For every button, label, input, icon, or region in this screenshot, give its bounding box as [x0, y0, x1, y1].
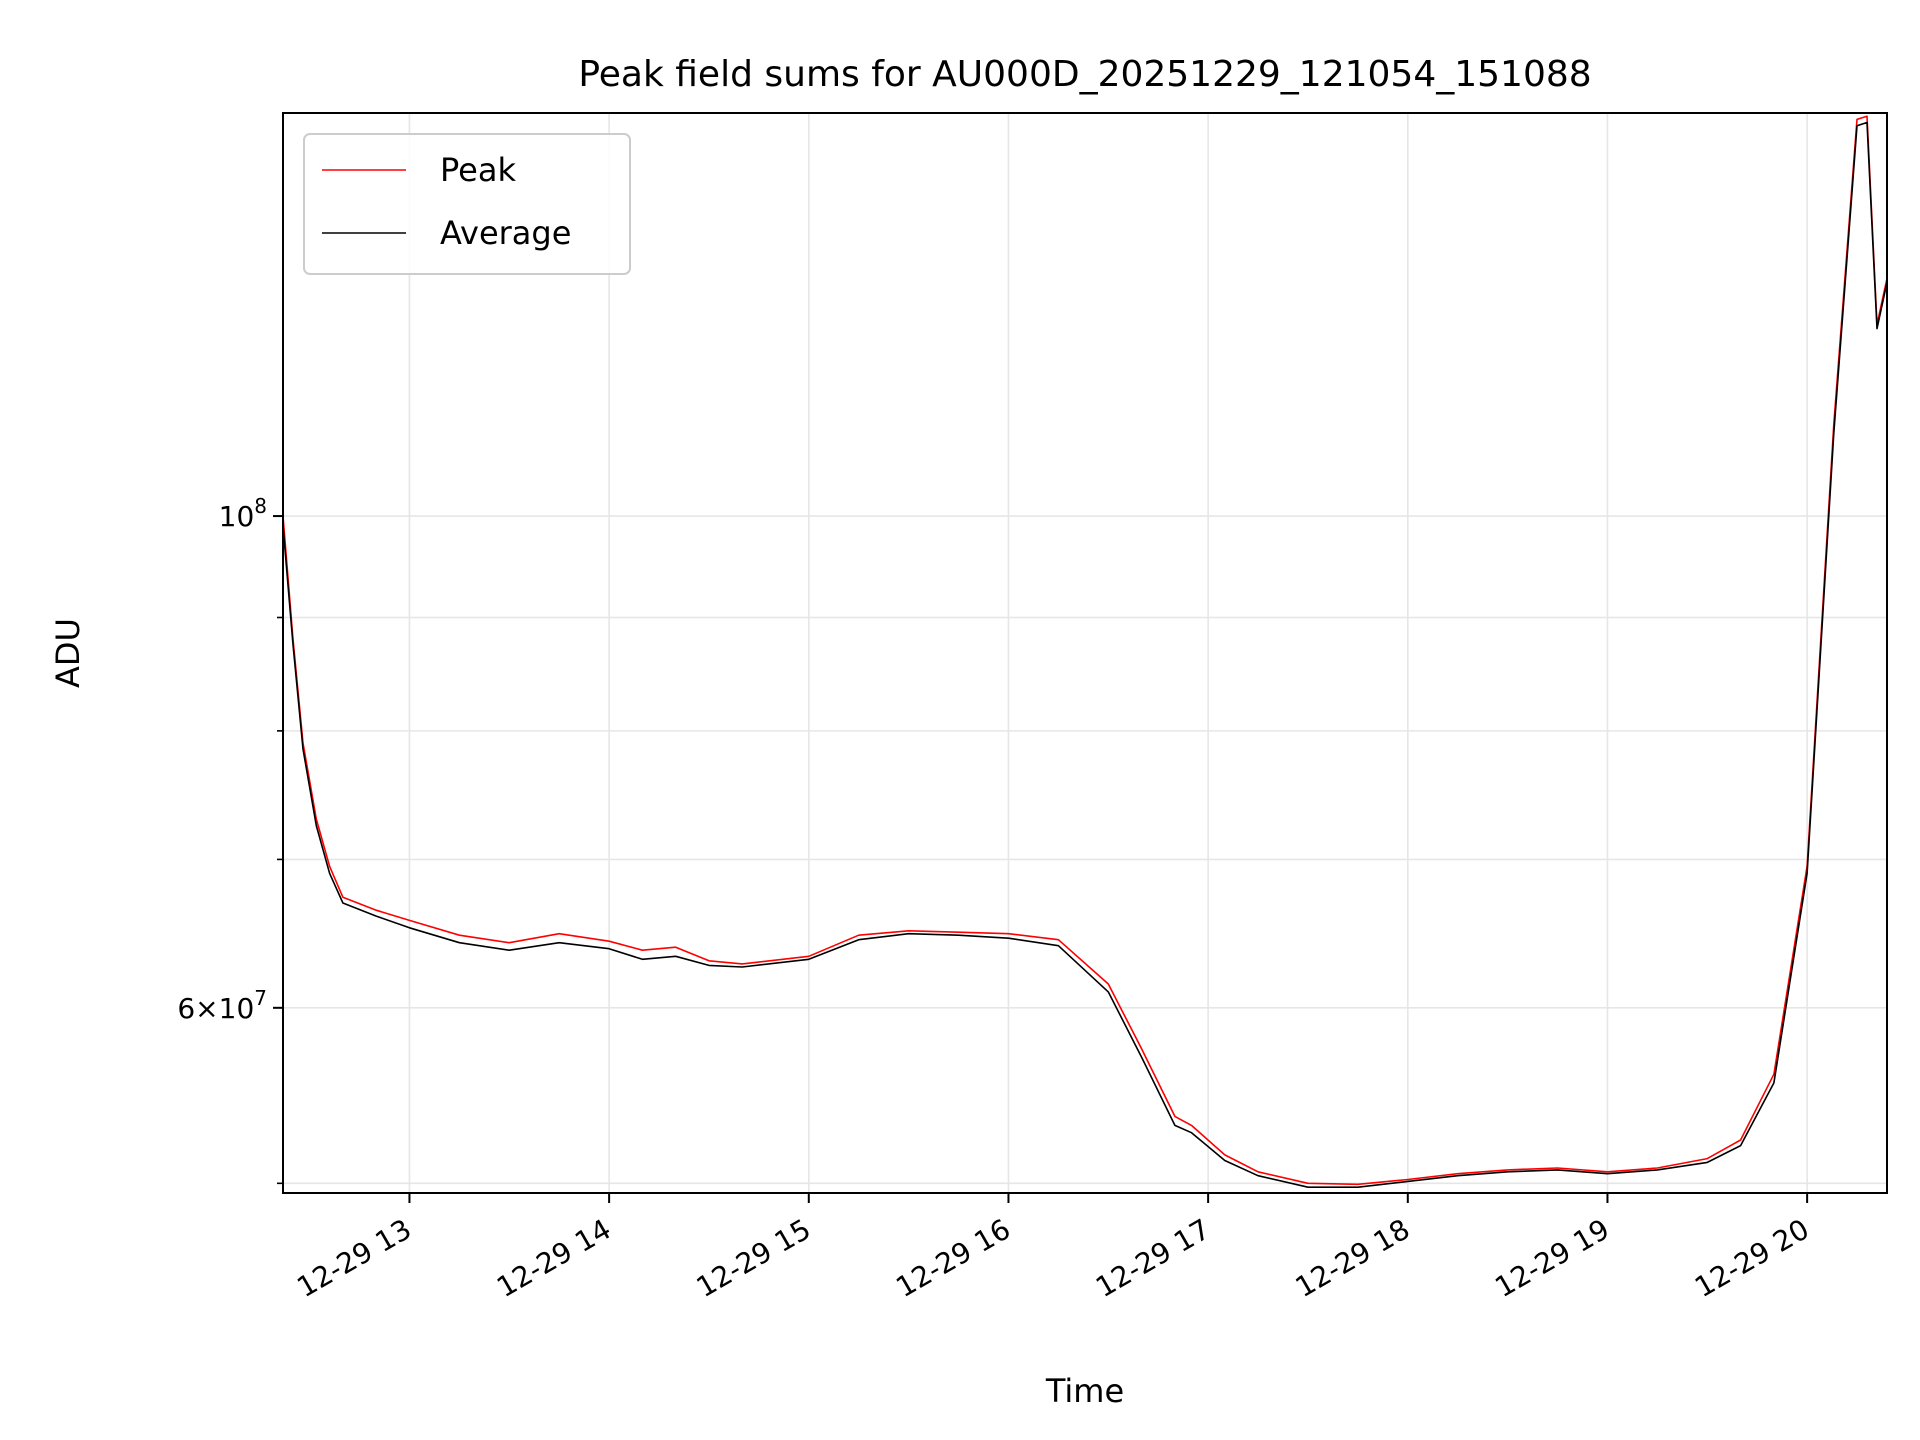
- series-group: [283, 115, 1887, 1188]
- legend-label-average: Average: [440, 214, 571, 252]
- y-tick-label: 6×107: [177, 986, 267, 1025]
- series-line-peak: [283, 115, 1887, 1186]
- series-line-average: [283, 121, 1887, 1188]
- plot-frame: [282, 112, 1888, 1194]
- chart-title: Peak field sums for AU000D_20251229_1210…: [578, 54, 1591, 95]
- y-tick-label: 108: [219, 494, 267, 533]
- legend-label-peak: Peak: [440, 151, 516, 189]
- y-ticks: 108 6×107: [177, 494, 283, 1185]
- x-axis-label: Time: [1045, 1372, 1124, 1410]
- legend: Peak Average: [303, 133, 631, 275]
- legend-box: [303, 133, 631, 275]
- grid: [283, 113, 1887, 1193]
- y-axis-label: ADU: [49, 618, 87, 688]
